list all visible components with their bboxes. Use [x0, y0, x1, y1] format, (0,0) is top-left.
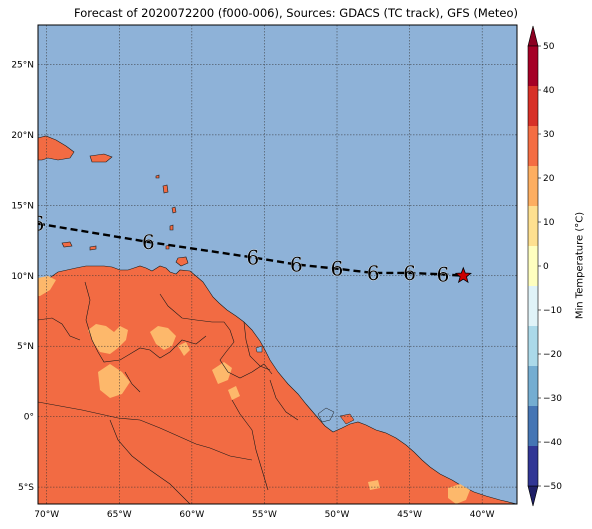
colorbar-band [528, 306, 538, 326]
cyclone-symbol-icon: 6 [367, 261, 380, 285]
colorbar-band [528, 326, 538, 346]
graticule [38, 25, 517, 504]
colorbar-band [528, 46, 538, 66]
latitude-tick-label: 10°N [11, 272, 34, 282]
longitude-tick-label: 45°W [397, 510, 422, 520]
cyclone-symbol-icon: 6 [246, 245, 259, 269]
colorbar-label: Min Temperature (°C) [574, 211, 586, 320]
cyclone-symbol-icon: 6 [32, 212, 45, 236]
latitude-tick-label: 20°N [11, 131, 34, 141]
current-position-marker[interactable] [454, 266, 472, 284]
colorbar-band [528, 206, 538, 226]
map-title: Forecast of 2020072200 (f000-006), Sourc… [74, 6, 518, 20]
colorbar-tick-label: 30 [543, 130, 555, 140]
longitude-tick-label: 60°W [179, 510, 204, 520]
colorbar-band [528, 186, 538, 206]
colorbar-band [528, 386, 538, 406]
colorbar-band [528, 286, 538, 306]
colorbar-tick-label: −10 [543, 306, 562, 316]
colorbar-tick-label: 10 [543, 218, 555, 228]
colorbar-tick-label: −20 [543, 350, 562, 360]
longitude-tick-label: 50°W [325, 510, 350, 520]
latitude-tick-label: 25°N [11, 60, 34, 70]
colorbar-tick-label: −30 [543, 394, 562, 404]
colorbar-band [528, 166, 538, 186]
storm-track-symbols: 666 6 6 6 6 6 [32, 211, 450, 286]
latitude-tick-label: 5°S [18, 483, 34, 493]
cyclone-symbol-icon: 6 [142, 230, 155, 254]
latitude-tick-label: 0° [24, 413, 34, 423]
colorbar-band [528, 86, 538, 106]
cyclone-symbol-icon: 6 [331, 257, 344, 281]
latitude-tick-label: 15°N [11, 201, 34, 211]
trinidad-island [175, 256, 189, 267]
colorbar-band [528, 66, 538, 86]
map-frame [37, 24, 518, 505]
hispaniola-island [38, 135, 75, 161]
map-panel[interactable]: 666 6 6 6 6 6 [32, 25, 517, 504]
lesser-antilles-island [155, 174, 177, 250]
colorbar-band [528, 146, 538, 166]
colorbar-band [528, 466, 538, 486]
longitude-tick-label: 65°W [107, 510, 132, 520]
colorbar-band [528, 246, 538, 266]
colorbar-band [528, 366, 538, 386]
colorbar-tick-label: 50 [543, 42, 555, 52]
colorbar-tick-label: 40 [543, 86, 555, 96]
colorbar-band [528, 266, 538, 286]
warm-temperature-patches [38, 276, 470, 504]
longitude-tick-labels: 70°W 65°W 60°W 55°W 50°W 45°W 40°W [34, 510, 494, 520]
cyclone-symbol-icon: 6 [403, 261, 416, 285]
aruba-curacao-islands [61, 241, 97, 251]
colorbar-under-extension [527, 485, 539, 507]
cyclone-symbol-icon: 6 [437, 262, 450, 286]
star-icon[interactable] [454, 266, 472, 284]
colorbar-band [528, 226, 538, 246]
colorbar-band [528, 426, 538, 446]
colorbar-band [528, 406, 538, 426]
longitude-tick-label: 55°W [252, 510, 277, 520]
longitude-tick-label: 40°W [470, 510, 495, 520]
colorbar-tick-label: −40 [543, 438, 562, 448]
longitude-tick-label: 70°W [34, 510, 59, 520]
colorbar-tick-label: 20 [543, 174, 555, 184]
colorbar-band [528, 346, 538, 366]
colorbar-band [528, 126, 538, 146]
colorbar-tick-label: −50 [543, 482, 562, 492]
latitude-tick-label: 5°N [17, 342, 34, 352]
latitude-tick-labels: 25°N 20°N 15°N 10°N 5°N 0° 5°S [11, 60, 34, 493]
temperature-colorbar[interactable]: 50 40 30 20 10 0 −10 −20 −30 −40 −50 [527, 25, 562, 507]
colorbar-band [528, 446, 538, 466]
south-america-landmass [38, 265, 517, 504]
colorbar-over-extension [527, 25, 539, 47]
colorbar-tick-label: 0 [543, 262, 549, 272]
storm-track-line [38, 222, 464, 277]
puerto-rico-island [89, 153, 113, 163]
colorbar-band [528, 106, 538, 126]
cyclone-symbol-icon: 6 [290, 253, 303, 277]
